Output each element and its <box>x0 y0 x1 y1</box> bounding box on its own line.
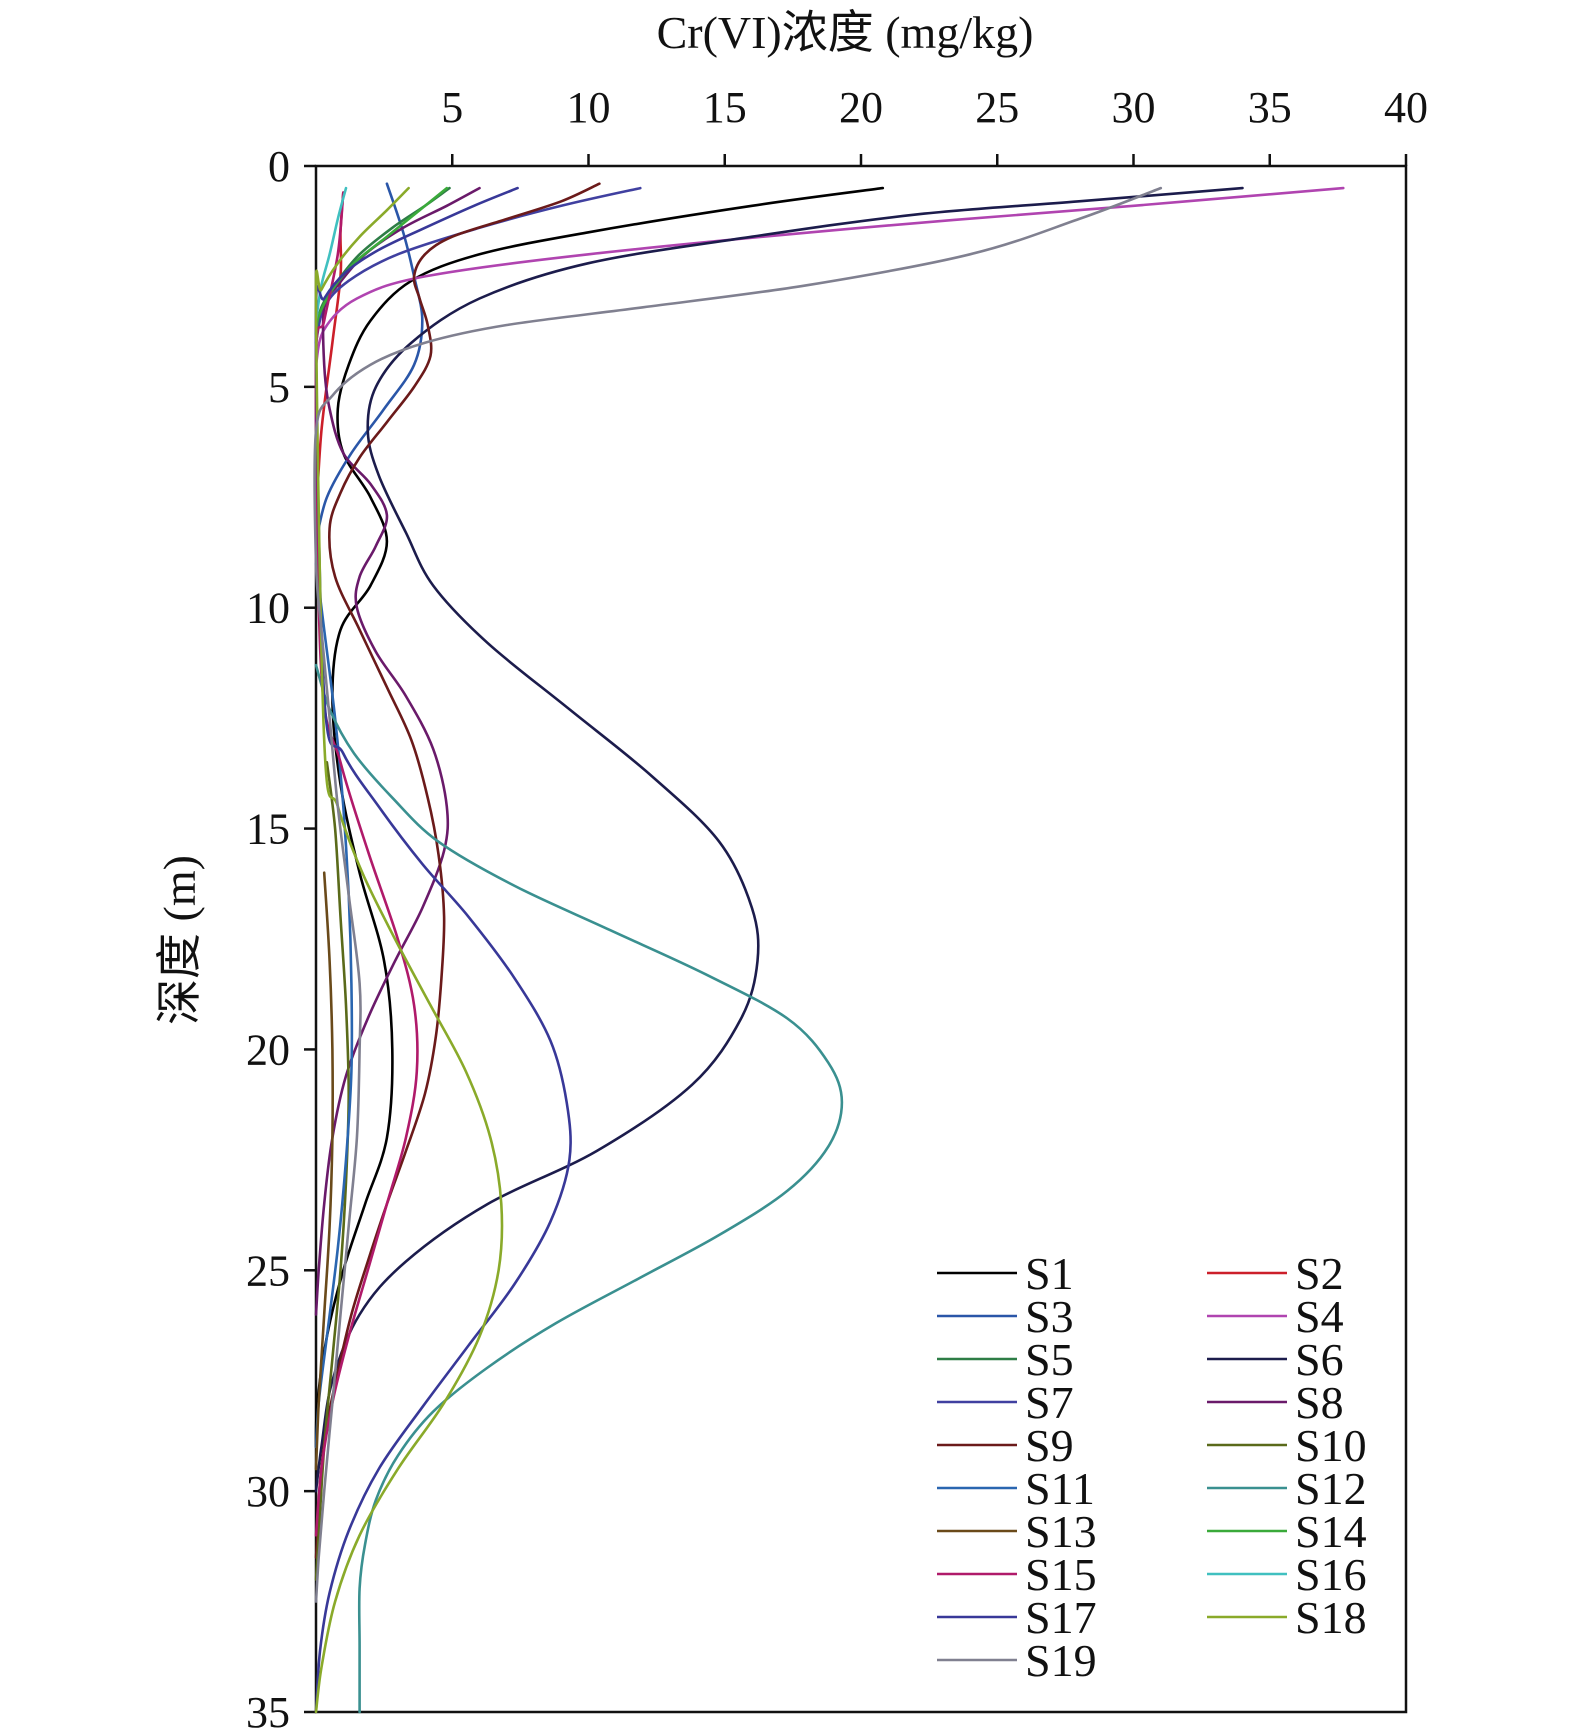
series-line-s17 <box>314 186 572 1714</box>
series-line-s14 <box>314 186 449 336</box>
series-line-s19 <box>313 186 1163 1603</box>
series-line-s12 <box>314 663 844 1714</box>
x-tick-label: 20 <box>839 83 883 132</box>
legend-label: S7 <box>1025 1377 1074 1428</box>
x-tick-label: 10 <box>567 83 611 132</box>
x-tick-label: 25 <box>975 83 1019 132</box>
x-tick-label: 15 <box>703 83 747 132</box>
legend-label: S19 <box>1025 1635 1097 1686</box>
series-line-s15 <box>314 191 419 1537</box>
x-axis-ticks: 5 10 15 20 25 30 35 40 <box>441 83 1428 166</box>
y-tick-label: 35 <box>246 1688 290 1732</box>
legend-label: S14 <box>1295 1506 1367 1557</box>
legend-label: S2 <box>1295 1248 1344 1299</box>
legend-label: S15 <box>1025 1549 1097 1600</box>
plot-frame <box>314 164 1408 1714</box>
y-tick-label: 20 <box>246 1025 290 1074</box>
y-tick-label: 25 <box>246 1246 290 1295</box>
series-line-s7 <box>314 186 642 344</box>
x-tick-label: 30 <box>1112 83 1156 132</box>
x-tick-label: 40 <box>1384 83 1428 132</box>
legend-label: S17 <box>1025 1592 1097 1643</box>
y-tick-label: 10 <box>246 584 290 633</box>
series-line-s4 <box>314 186 1345 367</box>
legend-label: S6 <box>1295 1334 1344 1385</box>
legend-label: S13 <box>1025 1506 1097 1557</box>
series-line-s6 <box>314 186 1244 1493</box>
y-tick-label: 30 <box>246 1467 290 1516</box>
x-tick-label: 35 <box>1248 83 1292 132</box>
x-tick-label: 5 <box>441 83 463 132</box>
legend-label: S3 <box>1025 1291 1074 1342</box>
legend-label: S5 <box>1025 1334 1074 1385</box>
series-layer <box>313 182 1345 1714</box>
x-axis-title: Cr(VI)浓度 (mg/kg) <box>657 7 1034 58</box>
y-tick-label: 15 <box>246 805 290 854</box>
legend-label: S4 <box>1295 1291 1344 1342</box>
legend-label: S16 <box>1295 1549 1367 1600</box>
y-tick-label: 5 <box>268 363 290 412</box>
series-line-s11 <box>314 562 354 1449</box>
legend-label: S1 <box>1025 1248 1074 1299</box>
legend-label: S10 <box>1295 1420 1367 1471</box>
y-tick-label: 0 <box>268 142 290 191</box>
series-line-s3 <box>314 182 424 543</box>
legend-label: S12 <box>1295 1463 1367 1514</box>
legend-label: S8 <box>1295 1377 1344 1428</box>
series-line-s16 <box>314 186 348 322</box>
y-axis-ticks: 0 5 10 15 20 25 30 35 <box>246 142 316 1732</box>
y-axis-title: 深度 (m) <box>154 855 205 1025</box>
series-line-s9 <box>314 182 601 1559</box>
series-line-s1 <box>314 186 885 1449</box>
legend-label: S11 <box>1025 1463 1095 1514</box>
legend-label: S9 <box>1025 1420 1074 1471</box>
legend-label: S18 <box>1295 1592 1367 1643</box>
series-line-s13 <box>314 871 334 1471</box>
series-line-s18 <box>314 186 504 1714</box>
